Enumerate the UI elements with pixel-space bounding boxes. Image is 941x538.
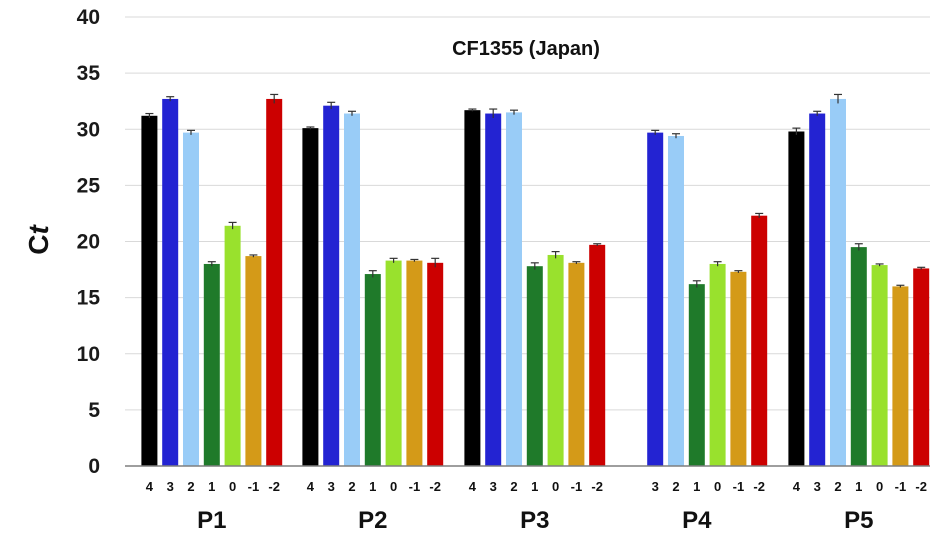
category-label: 4 xyxy=(307,479,315,494)
category-label: 4 xyxy=(793,479,801,494)
bar xyxy=(162,98,179,466)
bar xyxy=(709,263,726,466)
category-label: -2 xyxy=(268,479,280,494)
category-label: 4 xyxy=(469,479,477,494)
bar xyxy=(526,266,543,466)
category-label: 3 xyxy=(328,479,335,494)
bar xyxy=(266,98,283,466)
category-label: 2 xyxy=(672,479,679,494)
category-label: 0 xyxy=(229,479,236,494)
y-tick-label: 40 xyxy=(77,6,100,29)
bar xyxy=(323,105,340,467)
category-label: 0 xyxy=(390,479,397,494)
category-label: 1 xyxy=(208,479,215,494)
category-label: -2 xyxy=(753,479,765,494)
bar xyxy=(751,215,768,466)
bar xyxy=(141,115,158,466)
bar xyxy=(224,225,241,466)
bar xyxy=(668,135,684,467)
group-label: P1 xyxy=(197,507,226,534)
y-tick-label: 25 xyxy=(77,174,101,197)
y-tick-label: 35 xyxy=(77,62,101,85)
y-axis-ticks: 0 5 10 15 20 25 30 35 40 xyxy=(77,6,101,478)
y-tick-label: 30 xyxy=(77,118,100,141)
bar xyxy=(364,274,381,466)
category-label: -1 xyxy=(571,479,583,494)
category-label: 4 xyxy=(146,479,154,494)
y-axis-label-italic: t xyxy=(23,224,54,235)
category-label: 2 xyxy=(510,479,517,494)
category-label: 2 xyxy=(187,479,194,494)
bar xyxy=(485,113,502,466)
bar xyxy=(506,112,522,466)
category-label: 0 xyxy=(714,479,721,494)
category-labels: 4 3 2 1 0 -1 -2 4 3 2 1 0 -1 -2 4 3 2 1 0 -1 -2 3 2 1 0 -1 -2 4 3 2 1 0… xyxy=(146,479,927,494)
category-label: 1 xyxy=(531,479,538,494)
bar xyxy=(647,132,664,466)
bar xyxy=(788,131,805,466)
chart-title: CF1355 (Japan) xyxy=(452,38,600,60)
category-label: 3 xyxy=(652,479,659,494)
category-label: 3 xyxy=(490,479,497,494)
bar xyxy=(547,254,564,466)
bar xyxy=(809,113,826,466)
bar xyxy=(730,271,747,466)
category-label: 1 xyxy=(855,479,862,494)
category-label: -1 xyxy=(409,479,421,494)
bar xyxy=(406,260,423,466)
bar xyxy=(183,132,199,466)
group-labels: P1 P2 P3 P4 P5 xyxy=(197,507,873,534)
bar xyxy=(688,284,705,466)
category-label: -2 xyxy=(915,479,927,494)
y-tick-label: 15 xyxy=(77,287,101,310)
bar xyxy=(589,244,606,466)
bars xyxy=(141,93,930,467)
bar xyxy=(892,286,909,466)
bar xyxy=(203,263,220,466)
bar xyxy=(830,98,846,466)
category-label: -1 xyxy=(248,479,260,494)
category-label: -1 xyxy=(733,479,745,494)
y-tick-label: 20 xyxy=(77,231,100,254)
category-label: 2 xyxy=(834,479,841,494)
bar xyxy=(871,265,888,466)
group-label: P3 xyxy=(520,507,549,534)
category-label: -2 xyxy=(591,479,603,494)
y-axis-label: Ct xyxy=(23,224,54,255)
bar xyxy=(302,128,319,466)
bar xyxy=(385,260,402,466)
bar xyxy=(344,113,360,466)
group-label: P2 xyxy=(358,507,387,534)
category-label: 0 xyxy=(876,479,883,494)
category-label: 1 xyxy=(369,479,376,494)
bar xyxy=(568,262,585,466)
group-label: P4 xyxy=(682,507,712,534)
bar xyxy=(427,262,444,466)
category-label: 3 xyxy=(167,479,174,494)
category-label: 0 xyxy=(552,479,559,494)
category-label: -2 xyxy=(429,479,441,494)
bar xyxy=(464,110,481,466)
group-label: P5 xyxy=(844,507,873,534)
y-tick-label: 0 xyxy=(88,455,100,478)
y-axis-label-main: C xyxy=(23,235,54,255)
bar xyxy=(245,256,262,466)
category-label: 3 xyxy=(814,479,821,494)
y-tick-label: 5 xyxy=(88,399,100,422)
bar xyxy=(850,247,867,466)
y-tick-label: 10 xyxy=(77,343,100,366)
category-label: -1 xyxy=(895,479,907,494)
bar xyxy=(913,268,930,466)
category-label: 2 xyxy=(348,479,355,494)
category-label: 1 xyxy=(693,479,700,494)
